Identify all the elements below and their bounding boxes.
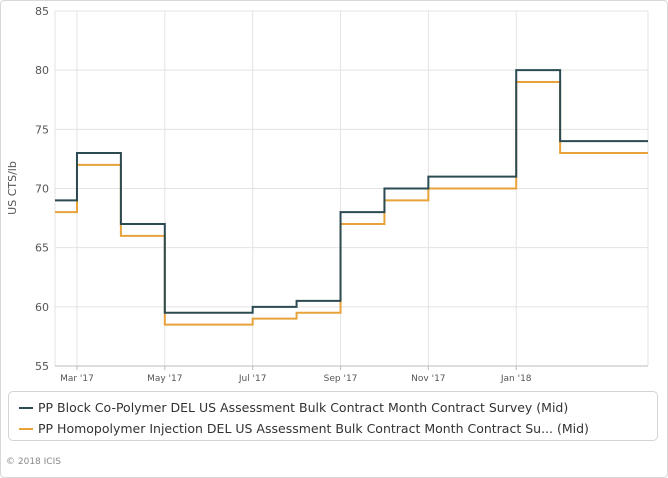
y-tick-label: 80 — [35, 64, 49, 77]
x-tick-label: Sep '17 — [324, 374, 358, 384]
legend-swatch-series-2 — [19, 427, 33, 430]
legend: PP Block Co-Polymer DEL US Assessment Bu… — [8, 391, 658, 441]
series-lines — [55, 69, 648, 326]
copyright-notice: © 2018 ICIS — [6, 457, 61, 467]
x-tick-label: Jul '17 — [238, 374, 267, 384]
y-tick-label: 70 — [35, 183, 49, 196]
legend-item-series-2[interactable]: PP Homopolymer Injection DEL US Assessme… — [19, 418, 657, 439]
y-tick-label: 65 — [35, 242, 49, 255]
grid — [54, 10, 649, 370]
y-tick-label: 55 — [35, 360, 49, 373]
y-axis: 55 60 65 70 75 80 85 — [35, 5, 49, 373]
x-tick-label: Mar '17 — [60, 374, 94, 384]
legend-label-series-2: PP Homopolymer Injection DEL US Assessme… — [38, 421, 589, 436]
x-axis: Mar '17 May '17 Jul '17 Sep '17 Nov '17 Jan '… — [60, 374, 532, 384]
y-tick-label: 75 — [35, 123, 49, 136]
x-tick-label: May '17 — [147, 374, 182, 384]
legend-label-series-1: PP Block Co-Polymer DEL US Assessment Bu… — [38, 400, 569, 415]
y-tick-label: 85 — [35, 5, 49, 18]
line-chart: 55 60 65 70 75 80 85 Mar '17 May '17 Jul '17 Sep … — [6, 5, 649, 384]
series-line-1 — [55, 69, 648, 314]
legend-swatch-series-1 — [19, 406, 33, 409]
legend-item-series-1[interactable]: PP Block Co-Polymer DEL US Assessment Bu… — [19, 397, 657, 418]
y-axis-label: US CTS/lb — [6, 161, 19, 215]
x-tick-label: Nov '17 — [411, 374, 445, 384]
x-tick-label: Jan '18 — [500, 374, 532, 384]
y-tick-label: 60 — [35, 301, 49, 314]
